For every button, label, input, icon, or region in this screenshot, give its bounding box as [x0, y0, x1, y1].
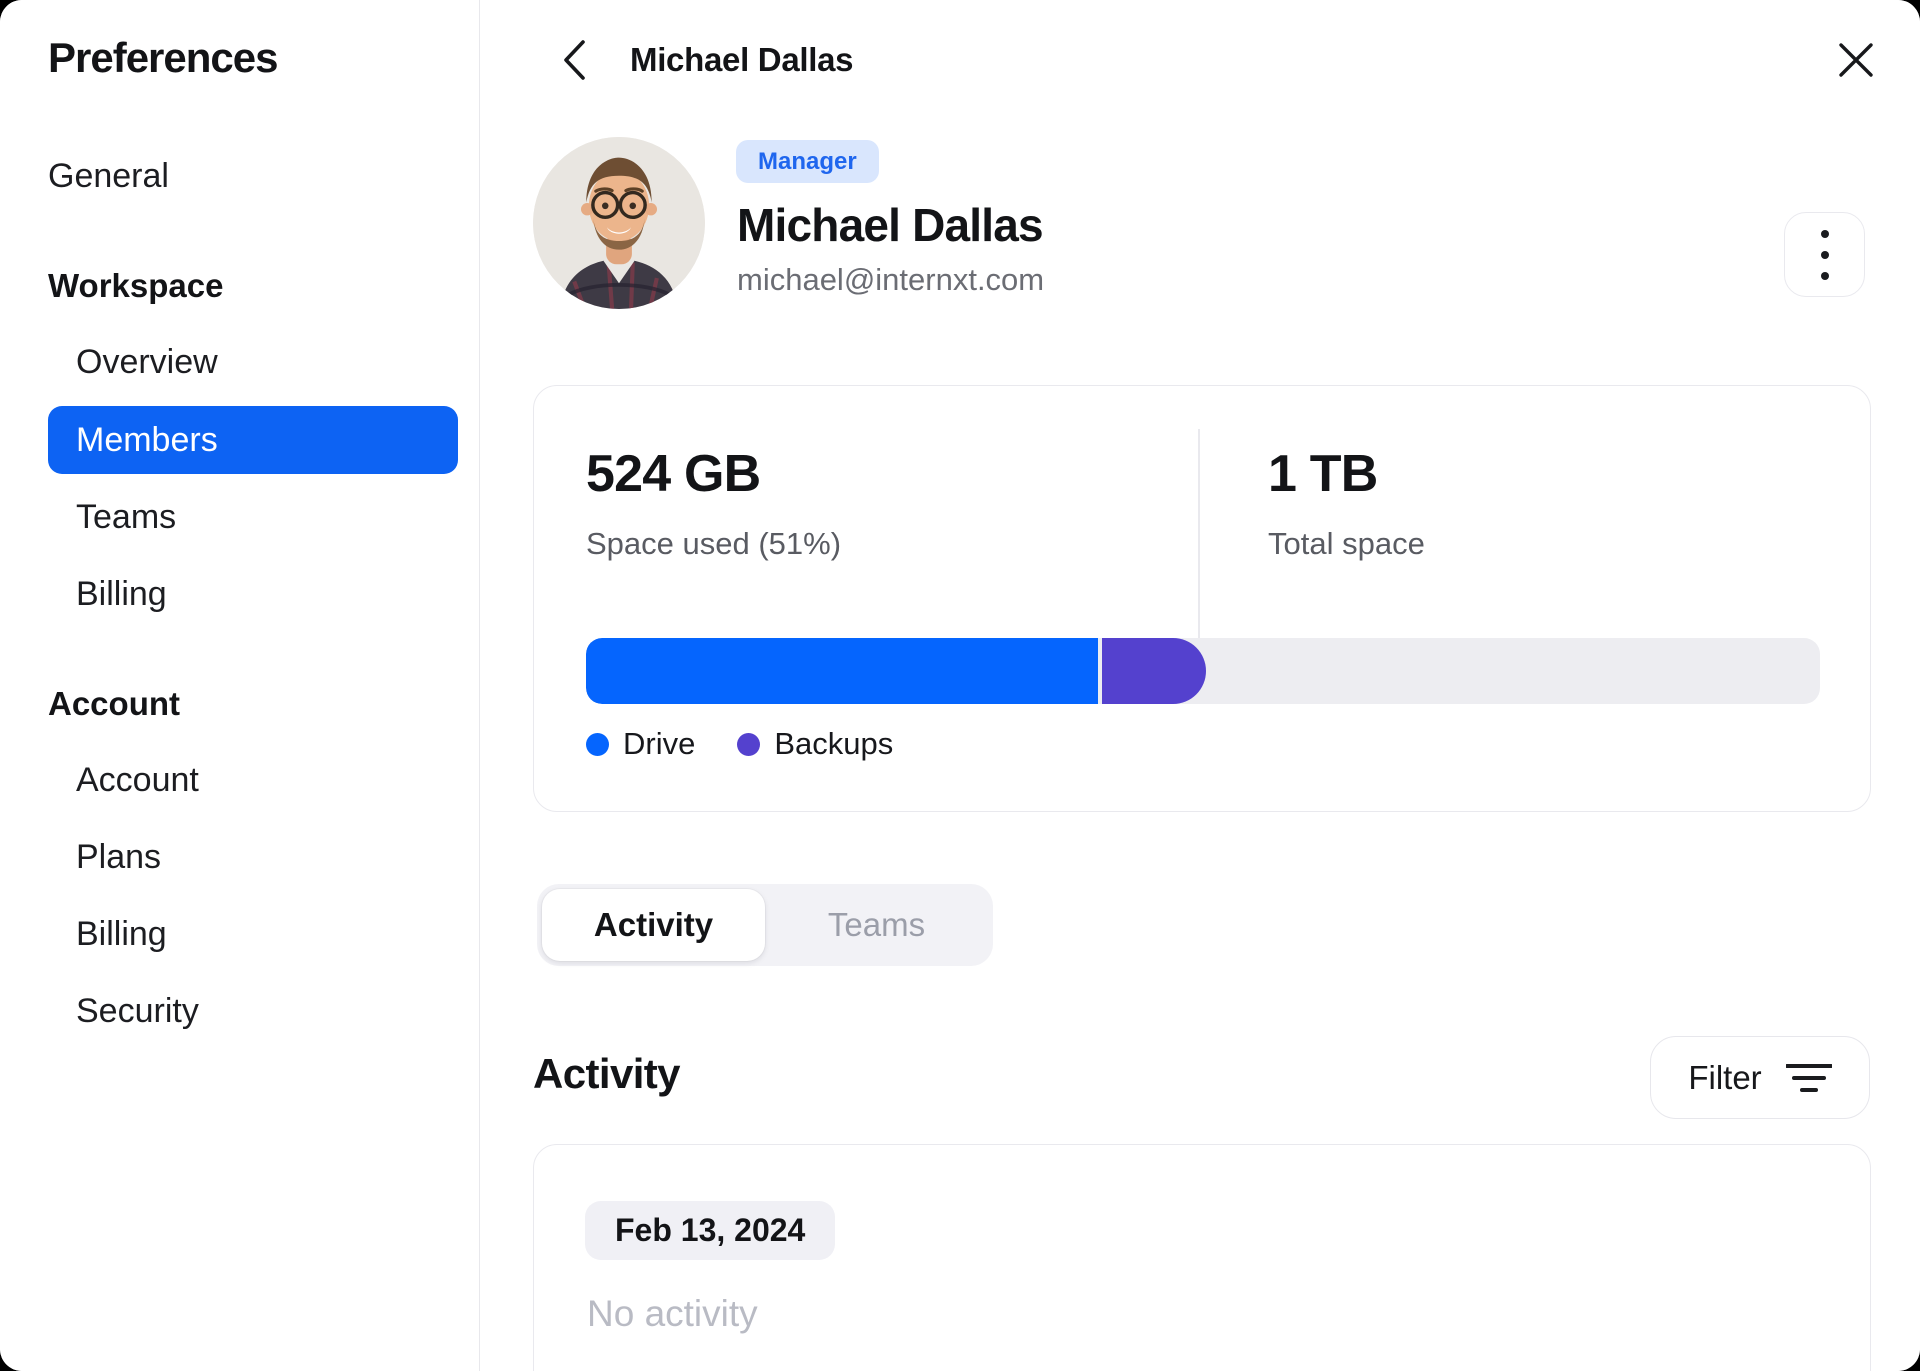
back-button[interactable] — [546, 32, 602, 88]
sidebar-title: Preferences — [48, 34, 279, 81]
member-options-button[interactable] — [1784, 212, 1865, 297]
sidebar-item-billing-workspace[interactable]: Billing — [76, 575, 167, 613]
total-space-value: 1 TB — [1268, 445, 1378, 503]
space-used-label: Space used (51%) — [586, 526, 842, 561]
legend-item-backups: Backups — [737, 726, 893, 762]
space-used-value: 524 GB — [586, 445, 761, 503]
member-detail-panel: Michael Dallas — [480, 0, 1920, 1371]
detail-tabs: Activity Teams — [537, 884, 993, 966]
sidebar-nav: General Workspace Overview Members Teams… — [48, 138, 458, 1050]
activity-heading: Activity — [533, 1050, 681, 1097]
tab-teams[interactable]: Teams — [827, 906, 926, 943]
member-email: michael@internxt.com — [737, 262, 1045, 297]
sidebar-item-security[interactable]: Security — [76, 992, 199, 1030]
legend-drive-label: Drive — [623, 726, 696, 761]
sidebar-item-account[interactable]: Account — [76, 761, 199, 799]
sidebar-section-workspace: Workspace — [48, 266, 224, 304]
role-badge: Manager — [736, 140, 879, 183]
tab-activity[interactable]: Activity — [542, 889, 765, 961]
storage-bar-drive-segment — [586, 638, 1099, 704]
storage-bar-backups-segment — [1102, 638, 1206, 704]
activity-date-badge: Feb 13, 2024 — [585, 1201, 836, 1260]
chevron-left-icon — [559, 38, 589, 82]
activity-card: Feb 13, 2024 No activity — [533, 1144, 1871, 1371]
sidebar-item-teams[interactable]: Teams — [76, 498, 177, 536]
drive-dot-icon — [586, 732, 609, 756]
activity-empty-text: No activity — [587, 1293, 758, 1334]
filter-lines-icon — [1785, 1061, 1832, 1095]
backups-dot-icon — [737, 732, 761, 756]
page-title: Michael Dallas — [630, 41, 854, 78]
sidebar: Preferences General Workspace Overview M… — [0, 0, 480, 1371]
sidebar-item-members[interactable]: Members — [48, 406, 458, 474]
legend-item-drive: Drive — [586, 726, 695, 762]
stat-divider — [1198, 429, 1200, 641]
storage-usage-bar — [586, 638, 1820, 704]
total-space-label: Total space — [1268, 526, 1425, 561]
storage-card: 524 GB Space used (51%) 1 TB Total space… — [533, 385, 1871, 812]
kebab-vertical-icon — [1820, 229, 1829, 238]
sidebar-section-account: Account — [48, 684, 180, 722]
avatar — [533, 137, 705, 309]
legend-backups-label: Backups — [774, 726, 894, 761]
storage-legend: Drive Backups — [586, 726, 893, 762]
filter-button-label: Filter — [1688, 1058, 1762, 1096]
sidebar-item-general[interactable]: General — [48, 157, 169, 195]
sidebar-item-billing-account[interactable]: Billing — [76, 915, 167, 953]
member-name: Michael Dallas — [737, 199, 1044, 251]
filter-button[interactable]: Filter — [1650, 1036, 1870, 1119]
close-button[interactable] — [1824, 28, 1888, 92]
sidebar-item-plans[interactable]: Plans — [76, 838, 162, 876]
sidebar-item-overview[interactable]: Overview — [76, 343, 218, 381]
close-icon — [1833, 37, 1879, 83]
